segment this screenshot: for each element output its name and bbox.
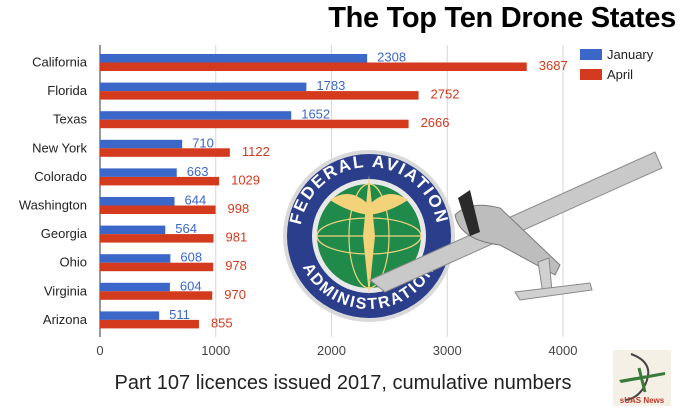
legend-label-april: April — [607, 67, 633, 82]
bar-january — [100, 282, 170, 292]
value-label-january: 2308 — [377, 50, 406, 65]
legend-swatch-april — [580, 69, 602, 80]
value-label-april: 1029 — [231, 172, 260, 187]
value-labels: 2308 3687 1783 2752 1652 2666 710 1122 663 1029 64… — [169, 50, 568, 331]
category-label: Ohio — [60, 255, 87, 270]
value-label-april: 998 — [228, 201, 250, 216]
value-label-april: 2752 — [431, 87, 460, 102]
tick-labels: 0 1000 2000 3000 4000 — [96, 343, 577, 358]
bar-january — [100, 82, 307, 92]
category-label: Georgia — [41, 226, 88, 241]
category-labels: California Florida Texas New York Colorado Wa… — [19, 55, 88, 327]
category-label: Washington — [19, 198, 87, 213]
value-label-january: 1652 — [301, 107, 330, 122]
value-label-january: 663 — [187, 164, 209, 179]
x-tick-label: 2000 — [317, 343, 346, 358]
value-label-april: 2666 — [421, 115, 450, 130]
x-tick-label: 0 — [96, 343, 103, 358]
bar-january — [100, 168, 177, 177]
category-label: Florida — [47, 83, 88, 98]
category-label: Arizona — [43, 312, 88, 327]
logo-text: sUAS News — [620, 396, 665, 405]
bar-april — [100, 291, 213, 300]
value-label-january: 564 — [175, 221, 197, 236]
category-label: California — [32, 55, 88, 70]
category-label: New York — [32, 140, 87, 155]
bar-april — [100, 62, 527, 71]
bar-april — [100, 205, 216, 214]
value-label-april: 3687 — [539, 58, 568, 73]
value-label-april: 1122 — [242, 144, 270, 159]
bar-january — [100, 197, 175, 206]
value-label-april: 855 — [211, 315, 233, 330]
bar-january — [100, 54, 368, 63]
category-label: Texas — [53, 112, 87, 127]
bar-april — [100, 319, 199, 329]
value-label-january: 1783 — [316, 78, 345, 93]
bar-january — [100, 111, 292, 120]
bar-april — [100, 148, 230, 157]
bar-april — [100, 262, 214, 272]
faa-seal: FEDERAL AVIATION ADMINISTRATION — [283, 150, 455, 322]
value-label-january: 608 — [180, 250, 202, 265]
category-label: Colorado — [34, 169, 87, 184]
bar-april — [100, 119, 409, 129]
chart-subtitle: Part 107 licences issued 2017, cumulativ… — [114, 372, 572, 394]
x-tick-label: 1000 — [201, 343, 230, 358]
chart-title: The Top Ten Drone States — [328, 2, 676, 34]
bar-april — [100, 234, 214, 243]
value-label-january: 604 — [180, 278, 202, 293]
bar-april — [100, 91, 419, 100]
bar-january — [100, 311, 160, 320]
bars — [100, 54, 527, 329]
legend-label-january: January — [607, 47, 654, 62]
x-tick-label: 4000 — [549, 343, 578, 358]
suas-news-logo: sUAS News — [613, 350, 671, 406]
bar-january — [100, 139, 183, 149]
legend-swatch-january — [580, 49, 602, 60]
category-label: Virginia — [44, 283, 88, 298]
bar-april — [100, 176, 220, 186]
value-label-april: 981 — [226, 230, 248, 245]
legend: January April — [580, 47, 654, 82]
value-label-april: 970 — [224, 287, 246, 302]
value-label-january: 710 — [192, 135, 214, 150]
value-label-april: 978 — [225, 258, 247, 273]
value-label-january: 644 — [185, 193, 207, 208]
value-label-january: 511 — [169, 307, 190, 322]
bar-january — [100, 254, 171, 263]
drone-aircraft — [369, 151, 663, 301]
x-tick-label: 3000 — [433, 343, 462, 358]
bar-january — [100, 225, 166, 235]
